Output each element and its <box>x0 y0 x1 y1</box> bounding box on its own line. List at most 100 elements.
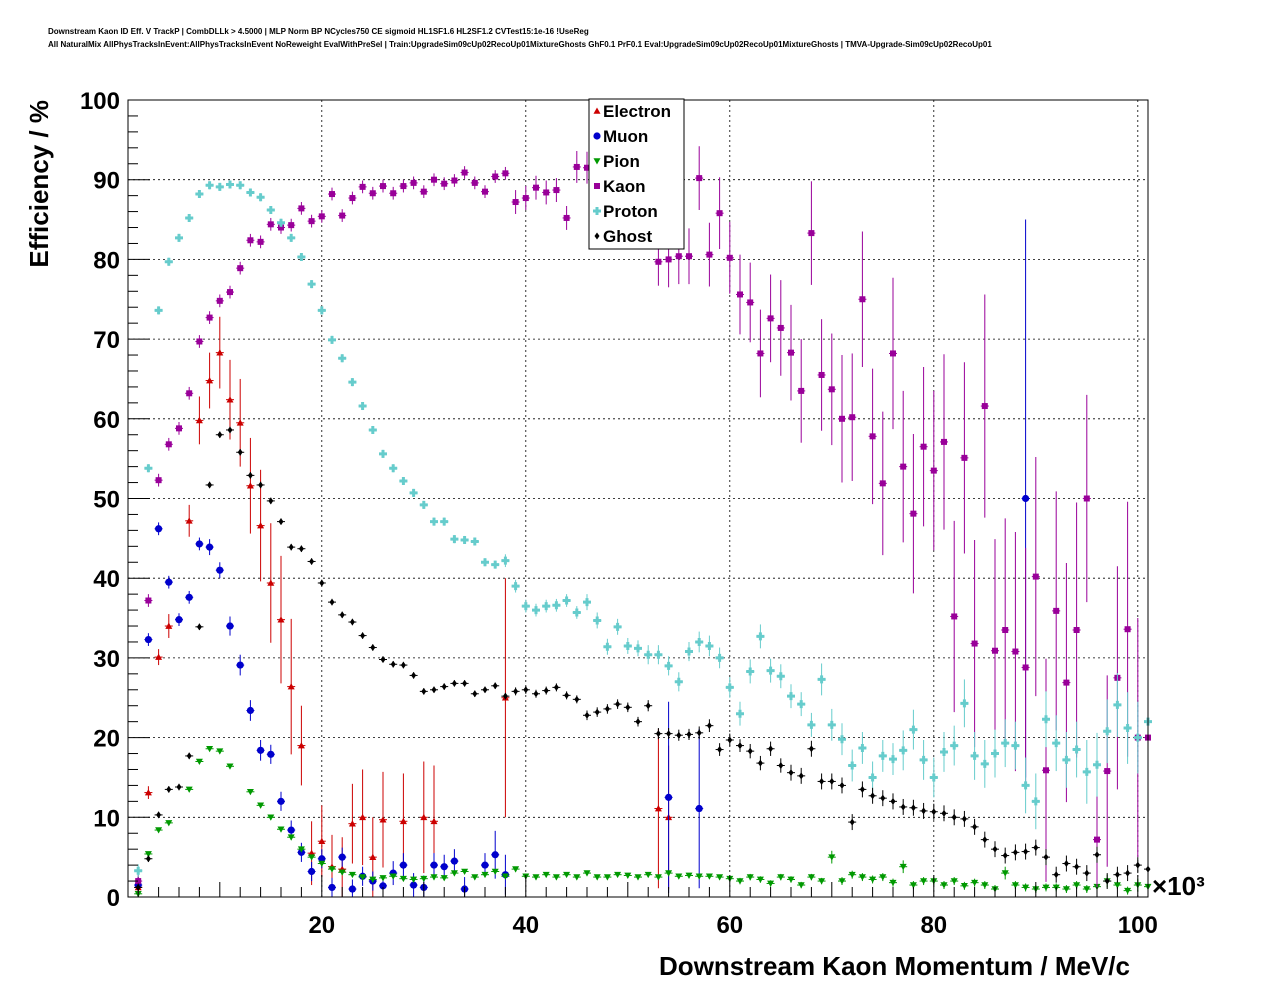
pion-data-point <box>246 788 254 796</box>
legend-marker-ghost <box>594 232 600 240</box>
legend-label-muon: Muon <box>603 127 648 146</box>
proton-data-point <box>705 641 714 650</box>
proton-data-point <box>654 650 663 659</box>
electron-data-point <box>359 813 367 821</box>
kaon-data-point <box>798 387 805 394</box>
axis-ticks <box>128 99 1139 898</box>
kaon-data-point <box>492 173 499 180</box>
proton-data-point <box>889 755 897 764</box>
ghost-data-point <box>798 772 804 780</box>
grid-lines <box>128 100 1148 897</box>
ghost-data-point <box>839 781 845 789</box>
pion-data-point <box>654 874 662 881</box>
pion-data-point <box>634 874 642 881</box>
ghost-data-point <box>717 746 723 754</box>
electron-data-point <box>369 853 377 860</box>
proton-data-point <box>450 535 459 544</box>
kaon-data-point <box>757 350 764 357</box>
pion-data-point <box>1001 870 1009 877</box>
pion-data-point <box>746 874 754 881</box>
kaon-data-point <box>522 195 529 202</box>
pion-data-point <box>675 873 683 880</box>
ghost-data-point <box>604 705 610 713</box>
ghost-data-point <box>859 785 865 793</box>
kaon-data-point <box>288 222 295 229</box>
kaon-data-point <box>543 189 550 196</box>
electron-data-point <box>236 419 244 426</box>
ghost-data-point <box>676 731 682 739</box>
electron-data-point <box>318 837 326 845</box>
ghost-data-point <box>1094 851 1100 859</box>
proton-data-point <box>817 675 826 684</box>
proton-data-point <box>399 476 408 485</box>
pion-data-point <box>1022 884 1030 891</box>
pion-data-point <box>593 874 601 881</box>
pion-data-point <box>1042 884 1050 891</box>
proton-data-point <box>1062 755 1071 764</box>
ghost-data-point <box>339 611 345 619</box>
kaon-data-point <box>257 238 264 245</box>
proton-data-point <box>664 661 673 670</box>
ghost-data-point <box>574 695 580 703</box>
proton-data-point <box>134 866 143 875</box>
kaon-data-point <box>512 199 519 206</box>
proton-data-point <box>277 218 285 227</box>
proton-data-point <box>827 720 836 729</box>
ghost-data-point <box>349 618 355 626</box>
ghost-data-point <box>370 644 376 652</box>
y-tick-label: 20 <box>93 726 120 753</box>
ghost-data-point <box>156 811 162 819</box>
x-multiplier-label: ×10³ <box>1152 871 1205 901</box>
pion-data-point <box>603 874 611 881</box>
kaon-data-point <box>808 230 815 237</box>
kaon-data-point <box>267 221 274 228</box>
kaon-data-point <box>859 296 866 303</box>
pion-data-point <box>542 871 550 879</box>
proton-data-point <box>980 759 989 768</box>
proton-data-point <box>419 500 428 509</box>
proton-data-point <box>338 354 347 363</box>
proton-data-point <box>195 190 204 199</box>
ghost-data-point <box>655 730 661 738</box>
muon-data-point <box>165 578 173 586</box>
proton-data-point <box>409 488 418 497</box>
pion-data-point <box>552 874 560 881</box>
ghost-data-point <box>870 792 876 800</box>
ghost-data-point <box>411 671 417 679</box>
ghost-series <box>134 426 1151 892</box>
pion-data-point <box>624 872 632 879</box>
x-axis-title: Downstream Kaon Momentum / MeV/c <box>659 951 1130 981</box>
pion-data-point <box>879 874 887 881</box>
x-tick-label: 40 <box>512 912 539 939</box>
pion-data-point <box>501 873 509 880</box>
proton-data-point <box>960 699 969 708</box>
proton-data-point <box>552 601 561 610</box>
pion-data-point <box>797 882 805 889</box>
pion-data-point <box>971 879 979 887</box>
kaon-data-point <box>420 188 427 195</box>
pion-data-point <box>1113 882 1121 889</box>
ghost-data-point <box>564 691 570 699</box>
pion-data-point <box>1124 887 1132 895</box>
pion-data-point <box>981 882 989 889</box>
ghost-data-point <box>1125 869 1131 877</box>
legend-label-ghost: Ghost <box>603 227 652 246</box>
proton-data-point <box>226 180 234 189</box>
ghost-data-point <box>523 686 529 694</box>
kaon-data-point <box>930 467 937 474</box>
legend-marker-electron <box>593 107 601 114</box>
ghost-data-point <box>217 431 223 439</box>
proton-data-point <box>562 596 571 605</box>
proton-data-point <box>929 773 938 782</box>
kaon-data-point <box>1124 626 1131 633</box>
kaon-data-point <box>696 175 703 182</box>
electron-data-point <box>144 789 152 796</box>
pion-data-point <box>787 876 795 883</box>
proton-data-point <box>440 517 449 526</box>
pion-data-point <box>767 880 775 887</box>
kaon-data-point <box>1022 664 1029 671</box>
pion-data-point <box>1011 882 1019 889</box>
ghost-data-point <box>176 783 182 791</box>
ghost-data-point <box>961 815 967 823</box>
muon-data-point <box>267 750 275 758</box>
